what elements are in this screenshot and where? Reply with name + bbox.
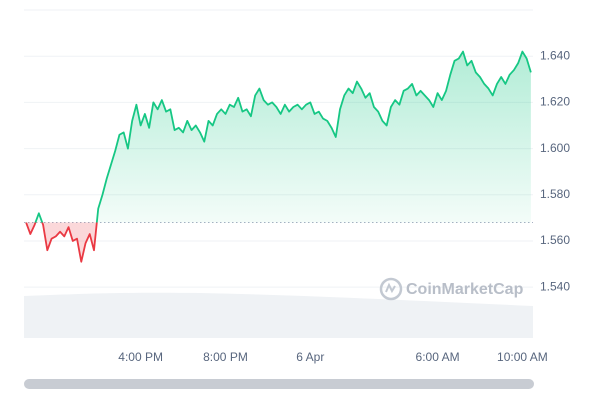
y-tick-label: 1.600: [540, 141, 570, 155]
x-tick-label: 6:00 AM: [416, 350, 460, 364]
watermark: CoinMarketCap: [379, 277, 524, 301]
price-area: [26, 51, 531, 262]
scrollbar[interactable]: [24, 379, 534, 389]
watermark-logo: [379, 277, 403, 301]
y-tick-label: 1.640: [540, 48, 570, 62]
x-tick-label: 8:00 PM: [203, 350, 248, 364]
y-tick-label: 1.540: [540, 279, 570, 293]
x-tick-label: 4:00 PM: [118, 350, 163, 364]
volume-area: [24, 292, 533, 338]
price-line: [25, 50, 532, 263]
x-tick-label: 10:00 AM: [497, 350, 548, 364]
y-tick-label: 1.580: [540, 187, 570, 201]
watermark-text: CoinMarketCap: [406, 281, 524, 298]
watermark-logo-mark: [385, 282, 396, 294]
y-tick-label: 1.560: [540, 233, 570, 247]
x-tick-label: 6 Apr: [296, 350, 324, 364]
y-tick-label: 1.620: [540, 95, 570, 109]
